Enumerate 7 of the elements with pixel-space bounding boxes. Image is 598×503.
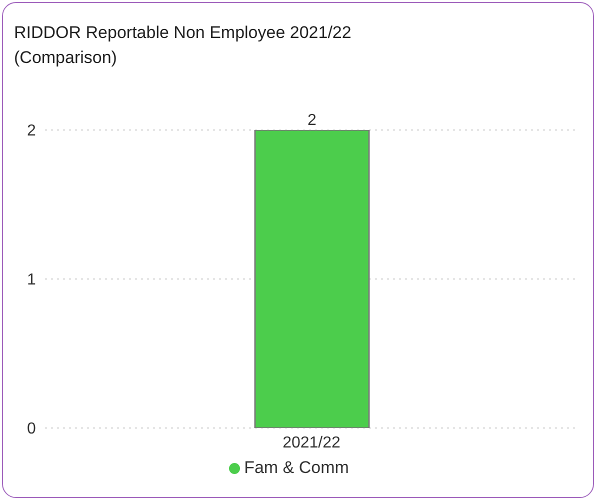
data-label: 2 — [308, 112, 317, 129]
x-tick-label: 2021/22 — [282, 434, 341, 452]
y-tick-label: 0 — [27, 420, 36, 438]
y-tick-label: 1 — [27, 272, 36, 289]
legend-label: Fam & Comm — [244, 458, 349, 477]
chart-title: RIDDOR Reportable Non Employee 2021/22 (Comparison) — [14, 22, 352, 69]
y-tick-label: 2 — [27, 122, 36, 140]
